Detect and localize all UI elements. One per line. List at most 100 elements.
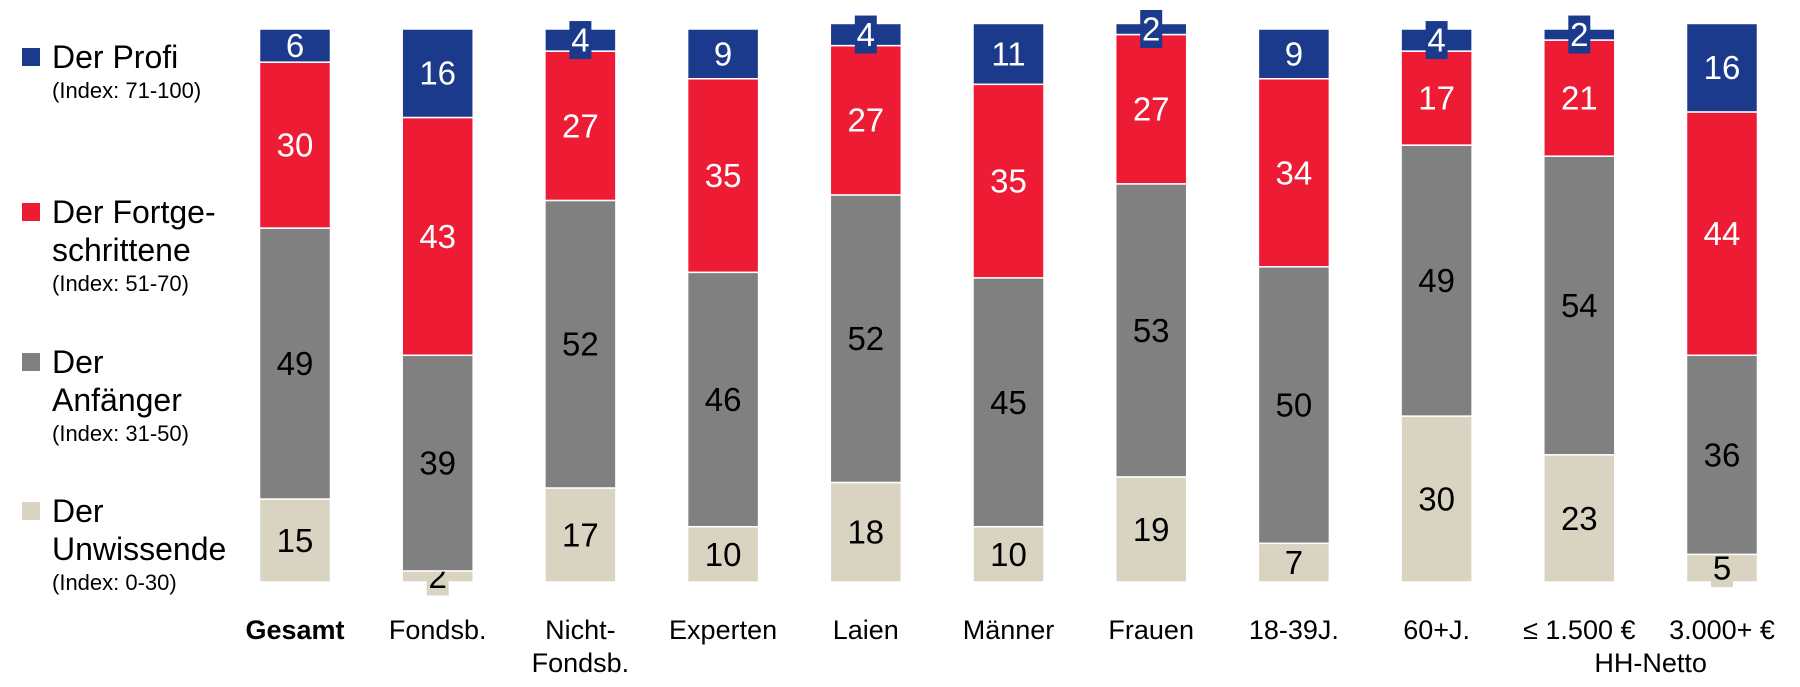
value-label: 35 [705,157,742,194]
value-label: 16 [419,55,456,92]
legend-subtitle: (Index: 31-50) [52,421,189,446]
value-label: 43 [419,218,456,255]
bar-segment [1114,183,1188,478]
value-label: 30 [277,127,314,164]
value-label: 15 [277,522,314,559]
bar-segment [544,50,617,202]
value-label: 5 [1713,550,1731,587]
value-label: 18 [847,514,884,551]
value-label: 4 [1427,22,1445,59]
bar-segment [258,28,332,63]
value-label: 11 [991,35,1025,72]
value-label: 36 [1704,436,1741,473]
label-box [1140,10,1163,48]
bar-segment [258,498,332,583]
bar-segment [1543,155,1616,456]
value-label: 49 [277,345,314,382]
value-label: 10 [990,536,1027,573]
x-tick-label: 60+J. [1403,615,1470,645]
annotation: HH-Netto [1594,648,1707,678]
value-label: 10 [705,536,742,573]
bar-segment [1685,111,1759,357]
x-tick-label: Frauen [1108,615,1194,645]
value-label: 9 [1285,35,1303,72]
label-box [1425,21,1448,60]
value-label: 9 [714,35,732,72]
bar-segment [1400,144,1473,417]
legend-subtitle: (Index: 0-30) [52,570,177,595]
value-label: 19 [1133,511,1170,548]
bar-segment [544,199,617,489]
value-label: 45 [990,384,1027,421]
value-label: 30 [1418,481,1455,518]
bar-segment [686,78,760,274]
bar-segment [972,277,1045,528]
legend-swatch [22,502,40,520]
legend-label: Der Unwissende [52,493,227,567]
legend-item: Der Profi (Index: 71-100) [22,38,262,106]
x-tick-label: Laien [832,615,899,645]
bar-segment [401,116,474,357]
legend-swatch [22,203,40,221]
x-tick-label: ≤ 1.500 € [1523,615,1636,645]
bar-segment [1543,454,1616,583]
value-label: 27 [562,107,599,144]
bar-segment [1114,33,1188,185]
legend-label: Der Profi [52,39,179,75]
value-label: 27 [1133,91,1170,128]
value-label: 46 [705,381,742,418]
x-tick-label: 3.000+ € [1669,615,1775,645]
value-label: 49 [1418,262,1455,299]
legend-label: Der Anfänger [52,344,182,418]
bar-segment [1400,415,1473,583]
legend-item: Der Unwissende (Index: 0-30) [22,492,262,598]
x-tick-label: Männer [962,615,1055,645]
value-label: 44 [1704,215,1741,252]
bar-segment [1257,28,1331,80]
x-tick-label: 18-39J. [1248,615,1339,645]
legend-subtitle: (Index: 71-100) [52,78,202,103]
value-label: 23 [1561,500,1598,537]
bar-segment [258,227,332,500]
label-box [1568,15,1591,54]
bar-segment [1685,22,1759,113]
legend-item: Der Fortge- schrittene (Index: 51-70) [22,193,262,299]
legend-subtitle: (Index: 51-70) [52,271,189,296]
bar-segment [1257,78,1331,268]
value-label: 27 [847,102,884,139]
bar-segment [686,271,760,528]
bar-segment [1400,50,1473,146]
bar-segment [686,28,760,80]
value-label: 7 [1285,544,1303,581]
bar-segment [258,61,332,229]
value-label: 2 [1570,16,1588,53]
value-label: 21 [1561,80,1598,117]
value-label: 52 [562,326,599,363]
bar-segment [1685,354,1759,556]
value-label: 39 [419,445,456,482]
value-label: 17 [562,516,599,553]
legend-swatch [22,353,40,371]
x-tick-label: Experten [669,615,778,645]
value-label: 4 [571,22,589,59]
legend-label: Der Fortge- schrittene [52,194,216,268]
bar-segment [544,487,617,583]
legend-item: Der Anfänger (Index: 31-50) [22,343,262,449]
value-label: 52 [847,320,884,357]
label-box [569,21,592,60]
label-box [1711,549,1733,588]
value-label: 6 [286,27,304,64]
label-box [854,15,877,54]
value-label: 53 [1133,312,1170,349]
x-tick-label: Gesamt [245,615,345,645]
value-label: 17 [1418,80,1455,117]
value-label: 34 [1276,154,1313,191]
bar-segment [972,22,1045,86]
value-label: 35 [990,163,1027,200]
bar-segment [401,28,474,119]
value-label: 54 [1561,287,1598,324]
x-tick-label: Fondsb. [388,615,487,645]
legend-swatch [22,48,40,66]
